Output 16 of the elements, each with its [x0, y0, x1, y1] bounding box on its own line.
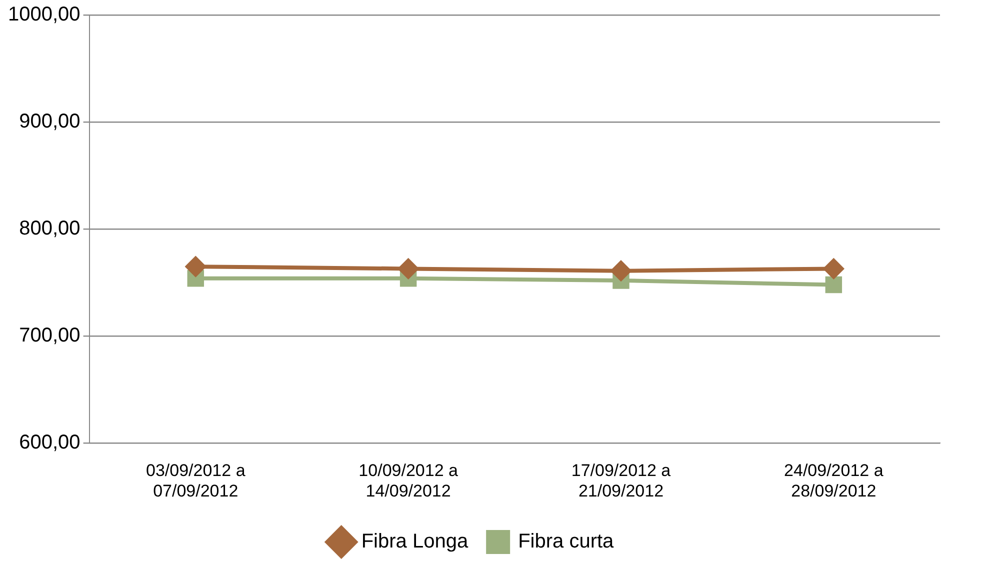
x-tick-label: 17/09/2012 a 21/09/2012 [571, 461, 672, 500]
x-tick-label: 10/09/2012 a 14/09/2012 [358, 461, 458, 500]
x-tick-label: 24/09/2012 a 28/09/2012 [784, 461, 884, 500]
point [398, 258, 418, 279]
legend-label: Fibra curta [518, 530, 615, 553]
legend-label: Fibra Longa [361, 530, 469, 553]
y-tick-label: 700,00 [19, 324, 80, 347]
point [610, 260, 631, 281]
x-tick-label: 03/09/2012 a 07/09/2012 [146, 461, 246, 500]
point [825, 276, 842, 294]
y-tick-label: 1000,00 [8, 4, 80, 26]
y-tick-label: 600,00 [19, 432, 80, 454]
point [186, 256, 206, 277]
y-tick-label: 800,00 [19, 218, 80, 240]
y-tick-label: 900,00 [19, 110, 80, 133]
point [824, 258, 844, 279]
